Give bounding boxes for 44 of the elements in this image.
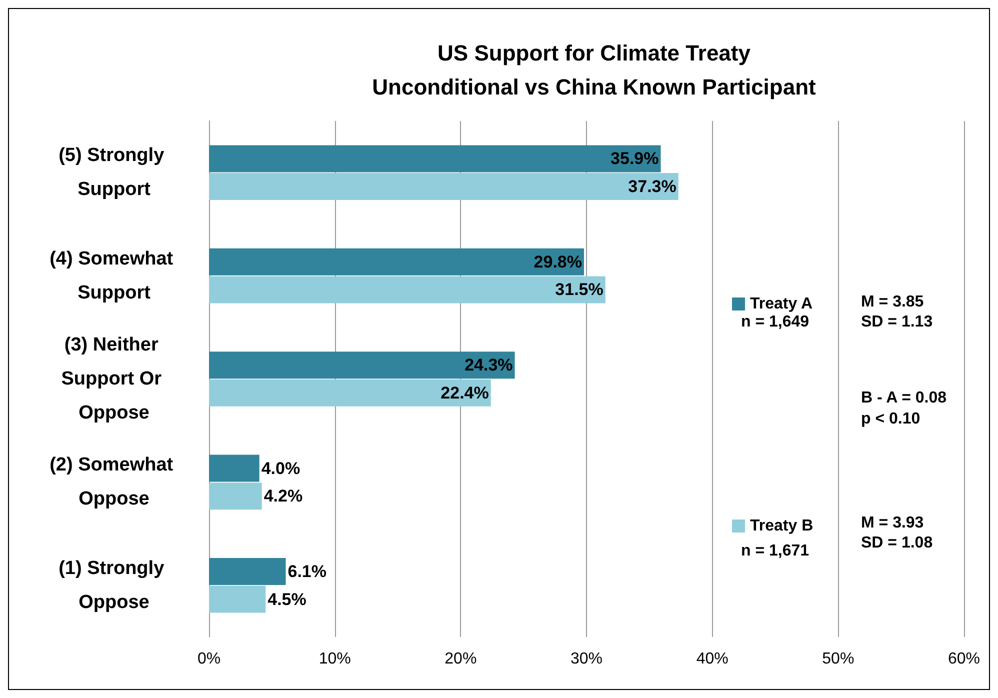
x-tick-label: 50% [822,650,854,668]
annotation: B - A = 0.08 [861,390,947,406]
bar [209,586,266,613]
annotation: SD = 1.13 [861,314,933,330]
bar [209,352,515,379]
y-tick-label: (3) Neither Support Or Oppose [61,334,167,424]
x-tick-label: 40% [696,650,728,668]
y-tick-label: (5) Strongly Support [58,145,170,200]
y-tick-label: (4) Somewhat Support [50,248,178,304]
annotation: M = 3.85 [861,294,924,310]
annotation: M = 3.93 [861,514,924,532]
bar [209,454,260,482]
data-label: 22.4% [440,383,489,402]
data-label: 35.9% [610,149,659,168]
legend-label: Treaty B [750,518,814,534]
data-label: 4.0% [261,458,300,478]
annotation: n = 1,671 [741,542,810,560]
bar [209,145,661,172]
bar [209,558,286,585]
annotation: n = 1,649 [741,314,810,330]
data-label: 4.2% [264,486,303,506]
data-label: 4.5% [268,590,306,609]
bar [209,173,678,200]
data-label: 31.5% [555,280,604,300]
data-label: 6.1% [288,562,327,581]
x-tick-label: 30% [570,650,603,668]
y-tick-label: (1) Strongly Oppose [58,558,170,613]
bar [209,248,584,276]
legend-label: Treaty A [750,296,813,312]
bar [209,482,262,510]
x-tick-label: 60% [948,650,980,668]
chart-subtitle: Unconditional vs China Known Participant [372,74,817,100]
bar [209,276,606,304]
data-label: 29.8% [534,252,582,272]
x-tick-label: 10% [318,650,351,668]
x-tick-label: 0% [197,650,221,668]
bar [209,379,491,406]
y-tick-label: (2) Somewhat Oppose [50,454,178,510]
chart-title: US Support for Climate Treaty [438,40,752,66]
annotation: p < 0.10 [861,410,920,428]
data-label: 24.3% [464,356,513,375]
annotation: SD = 1.08 [861,534,933,552]
data-label: 37.3% [628,177,676,196]
x-tick-label: 20% [444,650,477,668]
